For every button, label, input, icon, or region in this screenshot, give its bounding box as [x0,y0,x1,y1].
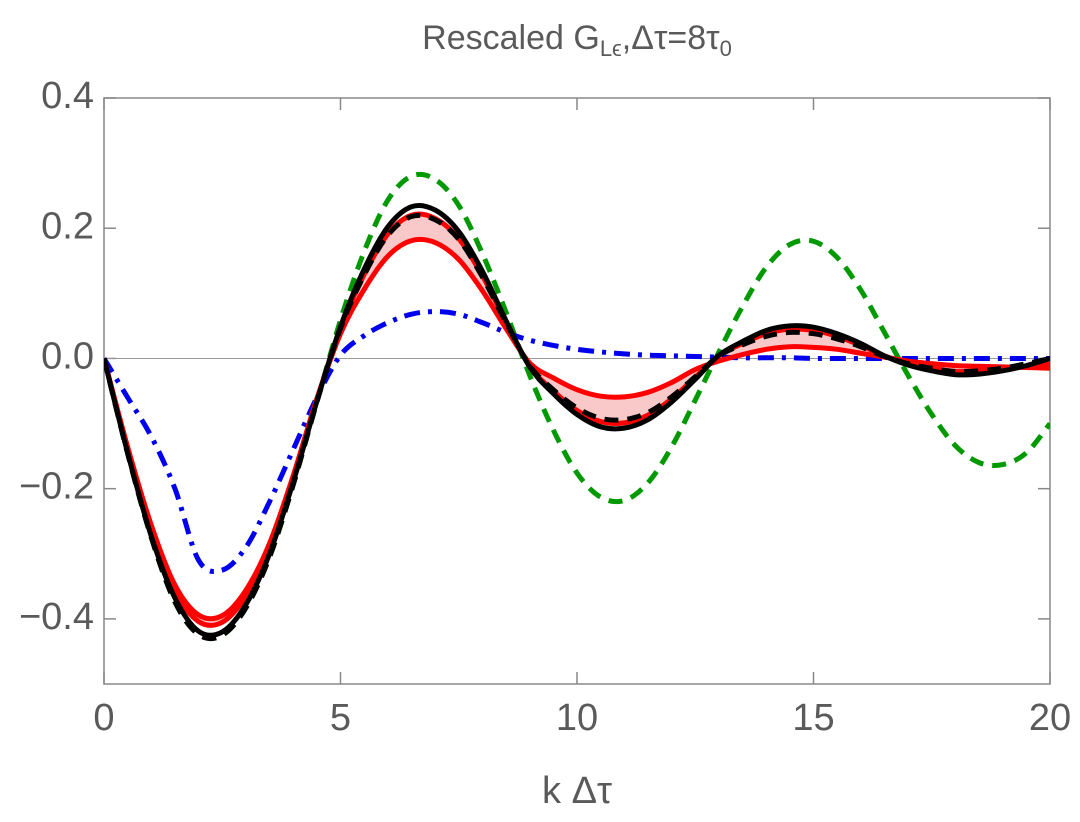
series-line [104,212,1050,642]
x-tick-label: 0 [93,697,114,739]
series-line [104,309,1050,574]
x-tick-label: 10 [556,697,598,739]
title-part: Rescaled G [422,19,600,57]
band [104,214,1050,626]
x-tick-label: 15 [792,697,834,739]
title-part: 0 [720,36,732,61]
series-line [104,202,1050,638]
x-tick-label: 5 [330,697,351,739]
series-line [104,211,1050,628]
title-part: ,Δτ=8τ [622,19,720,57]
y-tick-label: −0.4 [19,596,94,638]
chart-title: Rescaled GLϵ,Δτ=8τ0 [422,19,732,61]
y-tick-label: 0.0 [41,335,94,377]
x-tick-label: 20 [1029,697,1071,739]
series-line [104,236,1050,622]
y-tick-label: 0.2 [41,205,94,247]
y-tick-label: 0.4 [41,75,94,117]
title-part: Lϵ [600,36,622,61]
y-tick-label: −0.2 [19,466,94,508]
x-axis-label: k Δτ [542,770,612,812]
